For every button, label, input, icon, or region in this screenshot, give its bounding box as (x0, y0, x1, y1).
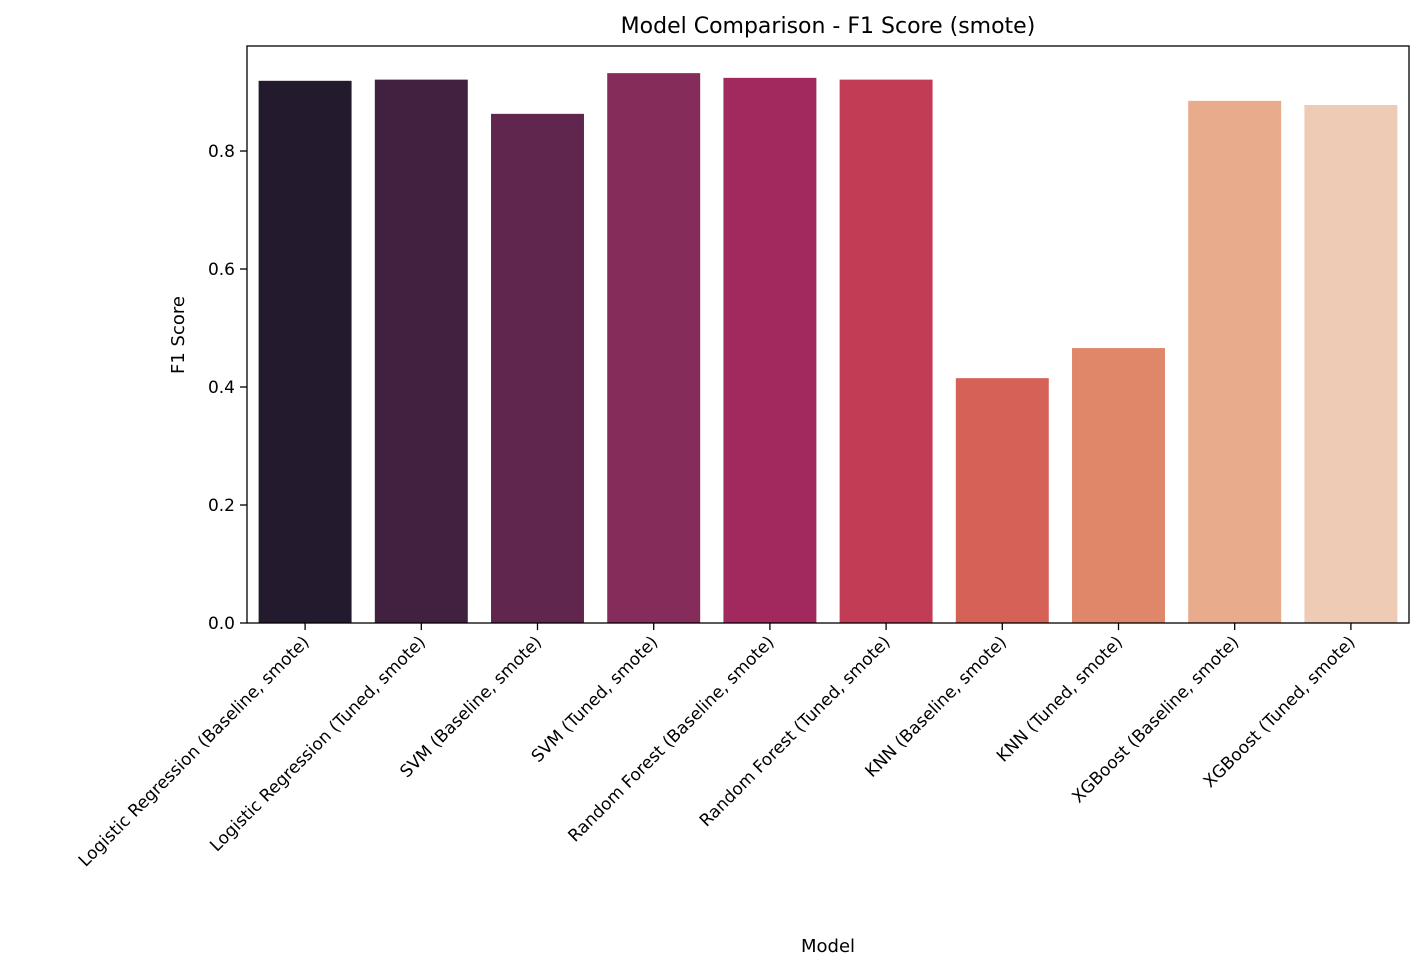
bars-group (258, 73, 1398, 624)
bar (1304, 104, 1398, 624)
x-tick-label: Random Forest (Baseline, smote) (565, 632, 779, 846)
bar (374, 79, 468, 623)
bar (607, 73, 701, 624)
y-tick-label: 0.4 (208, 378, 235, 398)
x-tick-label: Logistic Regression (Baseline, smote) (75, 632, 314, 871)
y-tick-label: 0.0 (208, 614, 235, 634)
bar (1188, 100, 1282, 623)
bar (955, 378, 1049, 623)
bar (1072, 348, 1165, 623)
x-tick-label: SVM (Tuned, smote) (528, 632, 662, 766)
y-tick-label: 0.8 (208, 142, 235, 162)
y-axis-label: F1 Score (168, 296, 189, 374)
x-tick-label: Random Forest (Tuned, smote) (696, 632, 895, 831)
y-axis: 0.0 0.2 0.4 0.6 0.8 (208, 142, 247, 634)
x-tick-label: Logistic Regression (Tuned, smote) (206, 632, 430, 856)
y-tick-label: 0.6 (208, 260, 235, 280)
bar (723, 77, 817, 624)
y-tick-label: 0.2 (208, 496, 235, 516)
bar (491, 113, 584, 623)
plot-frame (246, 45, 1410, 624)
chart-title: Model Comparison - F1 Score (smote) (621, 14, 1036, 39)
bar (839, 79, 933, 623)
x-axis: Logistic Regression (Baseline, smote)Log… (75, 623, 1359, 871)
x-tick-label: KNN (Tuned, smote) (993, 632, 1127, 766)
bar (258, 80, 352, 624)
x-axis-label: Model (801, 936, 855, 957)
